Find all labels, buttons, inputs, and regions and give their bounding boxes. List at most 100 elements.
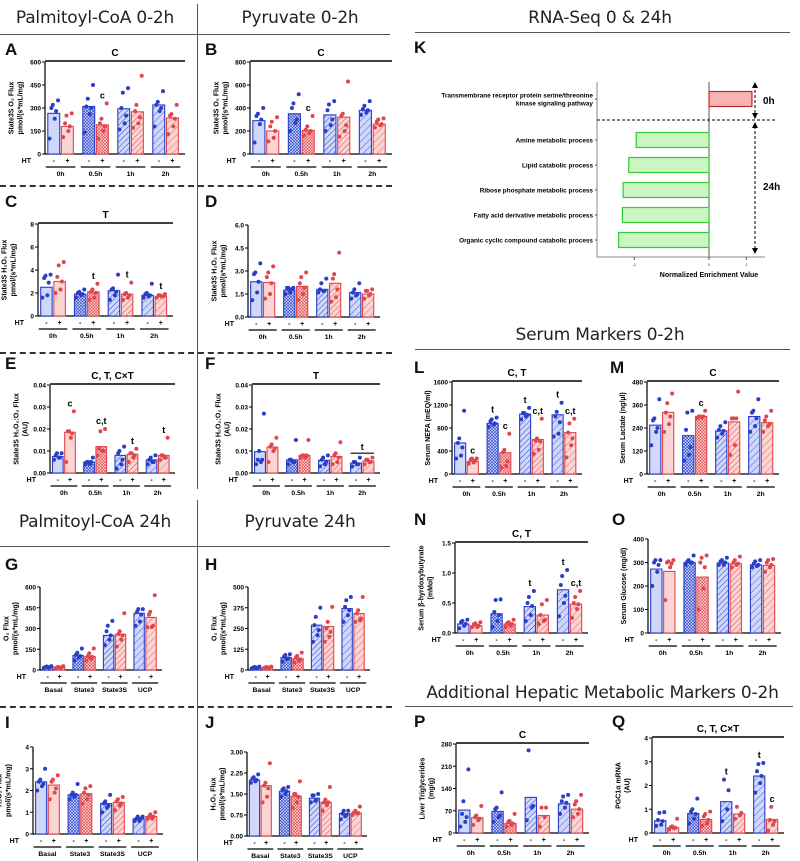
group-label: 1h <box>117 333 125 340</box>
data-point <box>544 598 549 602</box>
y-tick-label: 0 <box>242 152 246 159</box>
data-point <box>319 281 324 286</box>
data-point <box>332 99 337 104</box>
y-axis-label: Serum Lactate (ng/µl) <box>620 392 627 463</box>
ht-label: HT <box>225 321 235 328</box>
y-tick-label: 0 <box>639 472 643 479</box>
y-tick-label: 3.00 <box>230 750 243 757</box>
data-point <box>115 797 120 802</box>
bar <box>67 794 80 835</box>
ht-sign: + <box>125 320 129 327</box>
data-point <box>761 429 766 434</box>
data-point <box>100 810 105 815</box>
data-point <box>335 460 340 464</box>
annotation: c,t <box>96 416 107 426</box>
data-point <box>326 800 331 805</box>
group-label: 0h <box>462 491 470 498</box>
data-point <box>570 815 575 820</box>
data-point <box>102 124 107 129</box>
ht-label: HT <box>10 838 20 845</box>
data-point <box>288 129 293 133</box>
y-tick-label: 1.0 <box>442 571 451 578</box>
stat-label: C, T, C×T <box>697 724 740 735</box>
data-point <box>55 773 60 778</box>
data-point <box>310 114 315 119</box>
y-tick-label: 0.04 <box>235 383 248 390</box>
data-point <box>663 410 668 415</box>
ht-sign: + <box>334 477 338 484</box>
y-tick-label: 6.0 <box>235 223 244 230</box>
ht-sign: - <box>355 477 358 484</box>
data-point <box>257 122 262 127</box>
ht-sign: - <box>343 840 346 847</box>
data-point <box>538 439 543 444</box>
bar <box>556 589 570 634</box>
y-axis-label: pmol/(s*mL/mg) <box>220 768 227 821</box>
data-point <box>271 135 276 140</box>
data-point <box>260 457 265 462</box>
ht-sign: + <box>568 478 572 485</box>
data-point <box>103 799 108 804</box>
data-point <box>330 462 335 467</box>
ht-label: HT <box>629 837 639 844</box>
data-point <box>649 443 654 448</box>
data-point <box>252 665 257 670</box>
ht-sign: + <box>88 674 92 681</box>
bar <box>278 790 291 837</box>
data-point <box>299 275 304 280</box>
data-point <box>701 414 706 419</box>
data-point <box>148 609 153 614</box>
data-point <box>704 553 709 558</box>
data-point <box>92 295 97 300</box>
ht-sign: + <box>84 838 88 845</box>
data-point <box>98 121 103 126</box>
data-point <box>519 417 524 422</box>
data-point <box>653 558 658 563</box>
data-point <box>650 584 655 588</box>
data-point <box>758 558 763 563</box>
data-point <box>690 408 695 413</box>
y-axis-label: O₂ Flux <box>212 616 219 641</box>
ht-sign: - <box>45 320 48 327</box>
stat-label: C, T, C×T <box>91 371 134 382</box>
bar <box>322 625 335 671</box>
ht-sign: + <box>357 674 361 681</box>
y-tick-label: 600 <box>25 585 36 592</box>
panel-separator <box>0 706 392 708</box>
data-point <box>499 465 504 470</box>
data-point <box>703 812 708 816</box>
y-tick-label: 0 <box>240 668 244 675</box>
data-point <box>256 279 261 284</box>
ht-sign: + <box>118 674 122 681</box>
bar <box>145 459 158 474</box>
data-point <box>699 555 704 560</box>
ht-sign: - <box>119 477 122 484</box>
bar <box>328 282 342 318</box>
group-label: State3S <box>102 687 127 694</box>
data-point <box>284 789 289 794</box>
ht-sign: + <box>135 158 139 165</box>
section-title-hepatic: Additional Hepatic Metabolic Markers 0-2… <box>426 683 779 703</box>
data-point <box>87 112 92 117</box>
data-point <box>292 460 297 464</box>
group-label: 2h <box>368 171 376 178</box>
data-point <box>280 659 285 664</box>
data-point <box>539 602 544 607</box>
data-point <box>460 445 465 450</box>
data-point <box>122 611 127 616</box>
data-point <box>454 456 459 461</box>
data-point <box>252 140 257 145</box>
data-point <box>165 435 170 440</box>
y-tick-label: 450 <box>25 605 36 612</box>
data-point <box>692 816 697 821</box>
data-point <box>574 607 579 611</box>
y-tick-label: 375 <box>233 605 244 612</box>
y-tick-label: 280 <box>441 742 452 749</box>
data-point <box>553 414 558 419</box>
data-point <box>84 104 89 109</box>
data-point <box>83 786 88 791</box>
ht-sign: + <box>149 838 153 845</box>
title-rule <box>415 32 790 33</box>
y-tick-label: 0 <box>448 831 452 838</box>
panel-label-E: E <box>5 354 17 373</box>
